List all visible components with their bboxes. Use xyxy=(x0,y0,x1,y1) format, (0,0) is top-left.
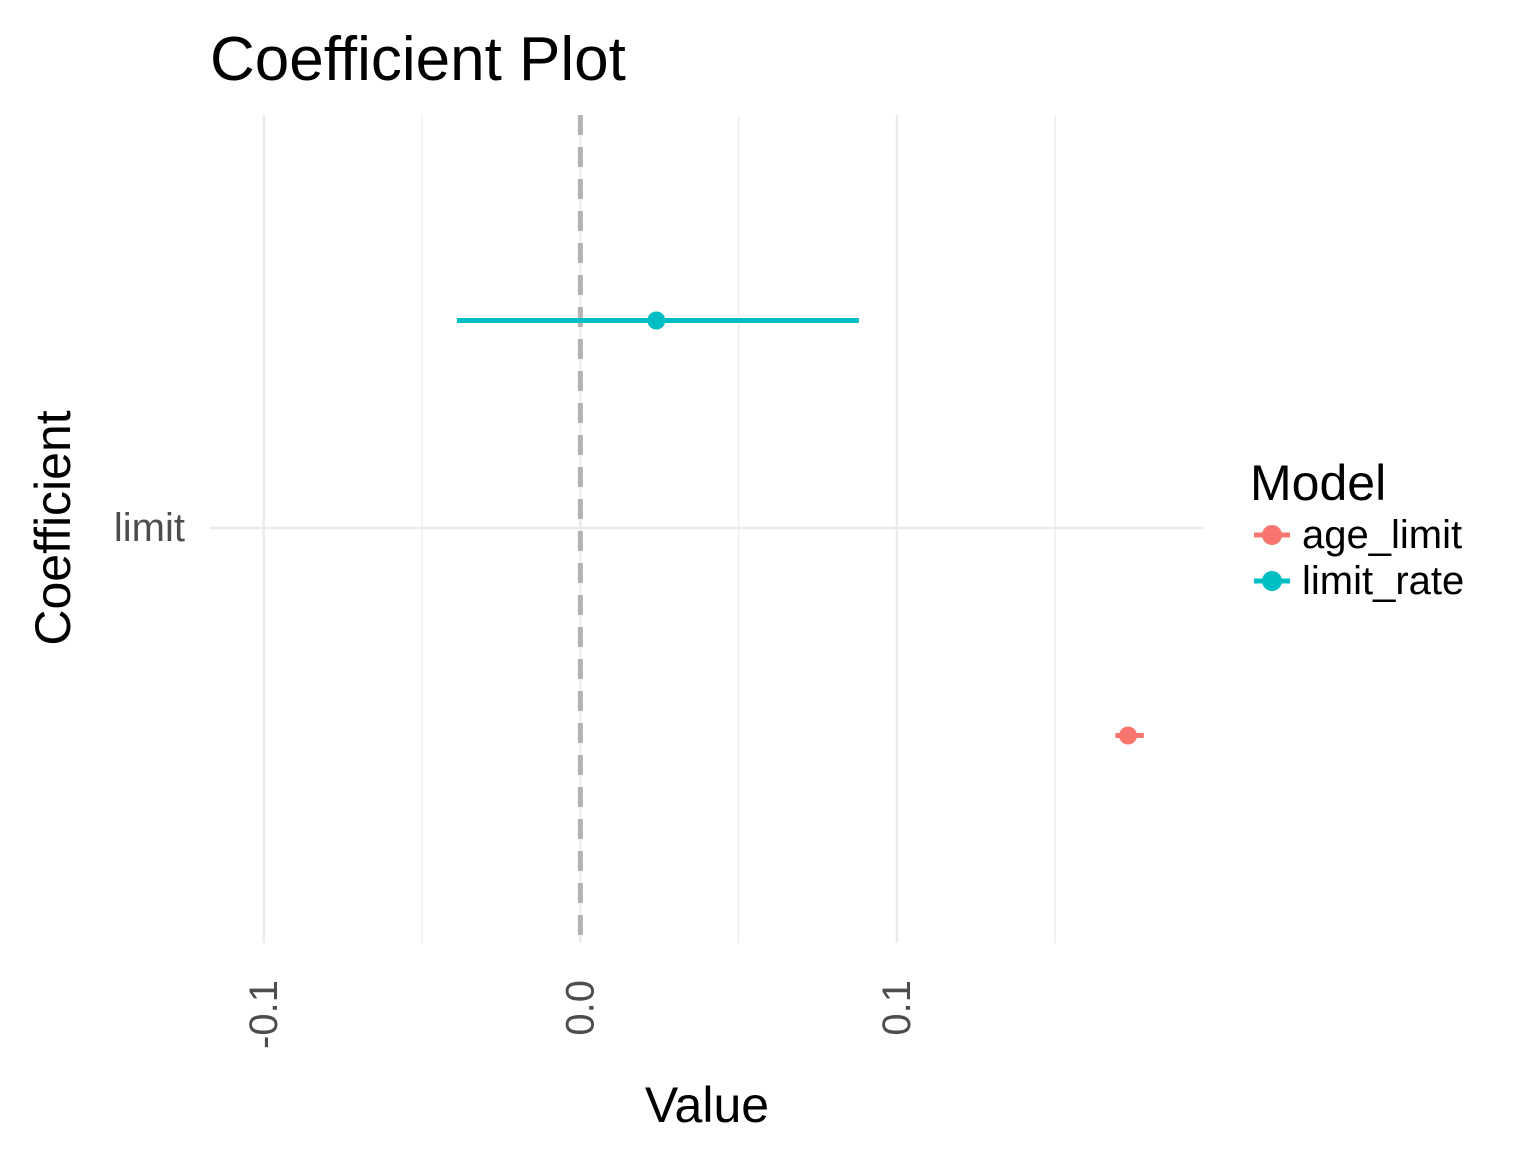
x-tick-label: 0.1 xyxy=(875,980,919,1036)
point-limit_rate xyxy=(647,311,666,330)
y-axis-label: Coefficient xyxy=(25,410,81,645)
x-tick-label: -0.1 xyxy=(242,980,286,1049)
legend-title: Model xyxy=(1250,455,1386,511)
x-axis-label: Value xyxy=(645,1077,769,1133)
y-tick-label: limit xyxy=(114,506,185,550)
y-tick-labels: limit xyxy=(114,506,185,550)
legend-label-age_limit: age_limit xyxy=(1302,513,1462,557)
legend-label-limit_rate: limit_rate xyxy=(1302,559,1464,603)
x-tick-label: 0.0 xyxy=(558,980,602,1036)
chart-title: Coefficient Plot xyxy=(210,25,626,94)
legend-key-point-limit_rate xyxy=(1262,571,1282,591)
legend-key-point-age_limit xyxy=(1262,525,1282,545)
x-tick-labels: -0.1 0.0 0.1 xyxy=(242,980,919,1049)
series-layer xyxy=(456,311,1144,745)
point-age_limit xyxy=(1119,726,1138,745)
